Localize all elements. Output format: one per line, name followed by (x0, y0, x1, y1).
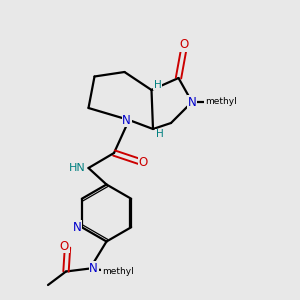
Text: methyl: methyl (102, 267, 134, 276)
Text: N: N (89, 262, 98, 275)
Text: N: N (73, 221, 82, 234)
Text: H: H (156, 129, 164, 140)
Text: O: O (139, 155, 148, 169)
Text: N: N (122, 113, 131, 127)
Text: O: O (60, 239, 69, 253)
Text: H: H (154, 80, 161, 90)
Text: methyl: methyl (205, 98, 236, 106)
Text: N: N (188, 95, 196, 109)
Text: HN: HN (69, 163, 86, 173)
Text: O: O (180, 38, 189, 52)
